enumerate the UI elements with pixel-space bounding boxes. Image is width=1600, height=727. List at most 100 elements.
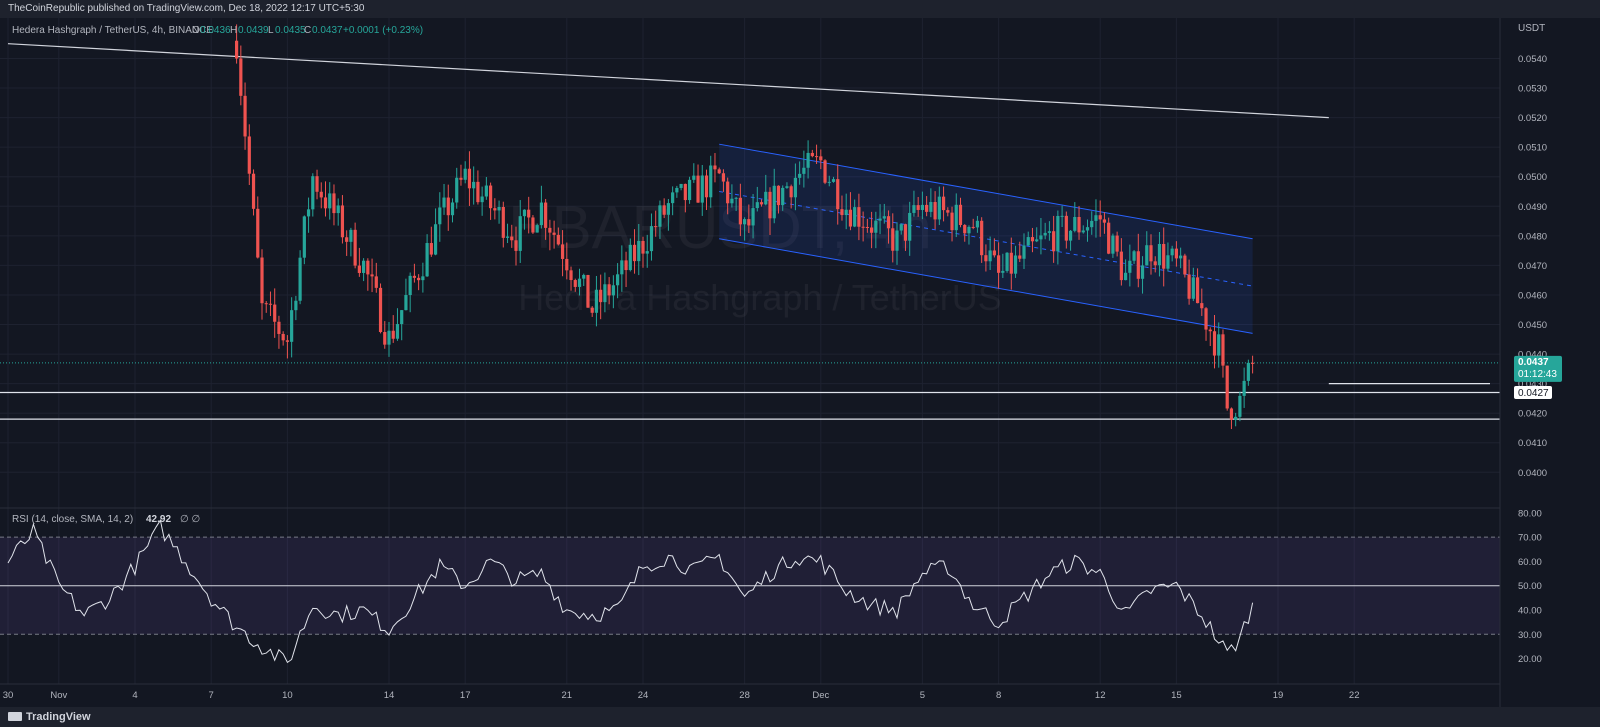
candle-up <box>1111 235 1115 254</box>
candle-up <box>433 224 438 255</box>
candle-down <box>624 260 628 271</box>
candle-down <box>713 165 717 170</box>
time-tick-label: 24 <box>638 690 649 701</box>
candle-down <box>501 207 505 238</box>
price-tick-label: 0.0540 <box>1518 54 1547 65</box>
candle-down <box>823 160 827 183</box>
candle-up <box>692 175 696 180</box>
candles <box>235 24 1255 430</box>
candle-up <box>1026 237 1030 246</box>
time-tick-label: 8 <box>996 690 1001 701</box>
candle-down <box>531 217 535 233</box>
ohlc-high: 0.0439 <box>238 25 269 36</box>
candle-up <box>518 216 522 251</box>
level-badge: 0.0427 <box>1514 385 1552 399</box>
candle-down <box>366 260 370 275</box>
candle-up <box>442 197 446 208</box>
time-tick-label: 14 <box>384 690 395 701</box>
candle-up <box>1124 272 1128 281</box>
candle-down <box>1200 303 1204 309</box>
candle-down <box>256 208 260 258</box>
candle-down <box>870 227 874 233</box>
candle-down <box>925 204 929 212</box>
candle-up <box>620 260 624 275</box>
rsi-legend: RSI (14, close, SMA, 14, 2) 42.92 ∅ ∅ <box>12 514 200 525</box>
candle-down <box>1183 255 1187 275</box>
candle-down <box>1098 215 1102 220</box>
rsi-value: 42.92 <box>146 514 171 525</box>
candle-down <box>239 58 243 96</box>
candle-up <box>628 244 632 271</box>
candle-down <box>971 226 975 228</box>
candle-down <box>738 197 742 225</box>
candle-down <box>1162 243 1166 269</box>
candle-up <box>497 207 501 211</box>
channel-lower-line[interactable] <box>719 238 1253 334</box>
candle-up <box>920 204 924 210</box>
candle-up <box>582 274 586 279</box>
candle-down <box>357 265 361 273</box>
candle-down <box>586 274 590 308</box>
rsi-tick-label: 20.00 <box>1518 654 1542 665</box>
candle-down <box>315 176 319 192</box>
time-axis[interactable]: 30 Nov 4 7 10 14 17 21 24 28 Dec 5 8 12 15 19 22 <box>3 690 1360 701</box>
candle-down <box>607 284 611 296</box>
candle-down <box>721 173 726 182</box>
price-tick-label: 0.0520 <box>1518 113 1547 124</box>
candle-down <box>1208 329 1212 332</box>
ohlc-change: +0.0001 (+0.23%) <box>343 25 423 36</box>
candle-down <box>459 177 463 180</box>
candle-up <box>425 243 429 277</box>
candle-up <box>975 220 980 228</box>
candle-up <box>649 226 654 252</box>
countdown-value: 01:12:43 <box>1518 369 1557 380</box>
candle-down <box>861 226 865 228</box>
candle-up <box>802 167 806 174</box>
candle-down <box>1052 231 1056 252</box>
candle-up <box>1242 380 1246 396</box>
candle-down <box>980 220 984 256</box>
candle-up <box>853 207 857 227</box>
candle-up <box>785 186 789 188</box>
ohlc-close-label: C <box>304 25 311 36</box>
candle-up <box>1090 220 1094 228</box>
candle-up <box>294 300 298 311</box>
candle-down <box>285 340 289 342</box>
candle-down <box>963 224 967 234</box>
candle-up <box>611 285 615 296</box>
channel-fill <box>719 144 1253 334</box>
descending-trendline[interactable] <box>7 43 1329 119</box>
candle-down <box>1195 277 1200 304</box>
candle-down <box>1077 216 1081 233</box>
candle-up <box>1191 277 1195 299</box>
candle-up <box>988 250 992 262</box>
candle-up <box>671 192 675 204</box>
support-levels[interactable] <box>0 383 1500 420</box>
candle-down <box>865 226 869 228</box>
candle-up <box>1005 252 1009 271</box>
candle-down <box>1251 362 1255 364</box>
candle-up <box>912 205 916 213</box>
candle-up <box>899 224 903 231</box>
candle-up <box>362 260 366 273</box>
candle-down <box>544 202 548 228</box>
tradingview-logo-icon <box>8 712 22 721</box>
watermark-name: Hedera Hashgraph / TetherUS <box>518 277 1002 318</box>
chart-area[interactable]: HBARUSDT, 4h Hedera Hashgraph / TetherUS… <box>0 18 1600 727</box>
candlestick-chart[interactable]: HBARUSDT, 4h Hedera Hashgraph / TetherUS… <box>0 18 1600 707</box>
candle-up <box>387 330 391 345</box>
candle-down <box>1107 222 1111 254</box>
candle-down <box>340 205 345 238</box>
candle-down <box>1149 245 1153 262</box>
symbol-title: Hedera Hashgraph / TetherUS, 4h, BINANCE <box>12 25 213 36</box>
candle-down <box>946 210 950 213</box>
candle-up <box>1238 395 1242 417</box>
candle-down <box>997 255 1001 273</box>
candle-up <box>730 198 734 204</box>
price-grid <box>0 57 1500 473</box>
candle-down <box>941 196 946 211</box>
candle-up <box>929 202 933 212</box>
ohlc-open-label: O <box>192 25 200 36</box>
candle-down <box>958 204 963 225</box>
candle-up <box>666 203 670 215</box>
